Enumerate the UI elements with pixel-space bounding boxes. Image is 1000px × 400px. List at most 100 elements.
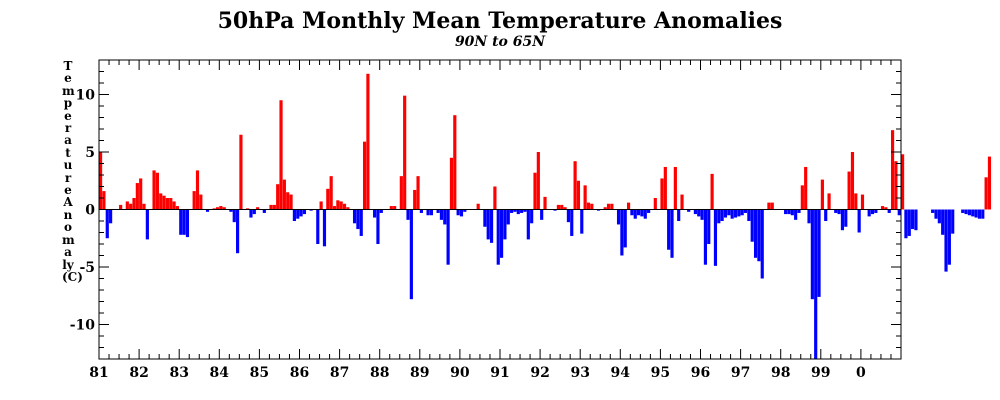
bar [606,203,611,210]
bar [931,209,935,213]
bar [530,209,534,224]
bar [647,209,651,213]
bar-series [99,73,992,359]
bar [249,209,253,218]
bar [192,191,196,210]
x-tick-label: 81 [89,365,108,381]
bar [309,209,313,211]
bar [483,209,487,227]
bar [322,209,327,247]
bar [533,172,537,210]
bar [456,209,460,216]
bar [523,209,527,212]
bar [586,202,591,210]
bar [740,209,744,216]
bar [934,209,938,219]
bar [362,141,367,210]
bar [710,173,714,210]
bar [419,209,423,213]
x-tick-label: 95 [651,365,670,381]
bar [616,209,621,225]
bar [99,152,103,210]
bar [399,176,403,210]
bar [884,207,888,210]
chart-title: 50hPa Monthly Mean Temperature Anomalies [217,8,783,34]
bar [723,209,728,218]
bar [984,177,988,210]
bar [510,209,514,213]
bar [316,209,320,244]
bar [951,209,955,234]
bar [175,206,180,210]
bar [827,193,831,210]
bar [413,189,417,210]
bar [359,209,363,236]
bar [693,209,697,215]
bar [236,209,240,254]
bar [109,209,113,224]
bar [105,209,109,239]
bar [553,209,557,211]
bar [169,198,173,210]
bar [653,198,657,210]
bar [239,134,243,210]
bar [256,207,260,210]
bar [626,202,631,210]
bar [961,209,965,213]
bar [810,209,814,300]
x-tick-label: 92 [530,365,549,381]
bar [727,209,731,216]
bar [516,209,520,215]
bar [767,202,771,210]
bar [125,201,129,210]
bar [429,209,433,216]
bar [152,170,156,210]
bar [356,209,360,230]
bar [971,209,975,217]
bar [747,209,751,221]
bar [486,209,490,240]
bar [860,194,865,210]
bar [119,204,123,210]
bar [967,209,971,216]
bar [987,156,992,210]
bar [145,209,149,240]
bar [269,204,273,210]
bar [443,209,447,225]
bar [292,209,296,221]
bar [753,209,758,258]
bar [603,207,607,210]
bar [720,209,724,221]
bar [847,171,851,210]
bar [406,209,410,220]
bar [279,100,283,210]
bar [252,209,256,215]
bar [850,152,855,210]
bar [590,203,594,210]
bar [286,192,290,210]
bar [637,209,641,216]
bar [941,209,945,235]
bar [142,203,146,210]
bar [332,206,337,210]
bar [633,209,637,219]
bar [543,196,547,210]
bar [296,209,300,219]
x-tick-label: 90 [450,365,470,381]
bar [880,206,885,210]
bar [232,209,236,223]
bar [660,178,664,210]
bar [319,201,323,210]
bar [700,209,704,220]
bar [707,209,711,244]
bar [797,209,801,213]
bar [229,209,233,212]
y-tick-label: 0 [85,203,95,219]
bar [570,209,574,236]
bar [376,209,380,244]
bar [409,209,413,300]
bar [439,209,444,220]
bar [556,204,560,210]
bar [784,209,788,215]
